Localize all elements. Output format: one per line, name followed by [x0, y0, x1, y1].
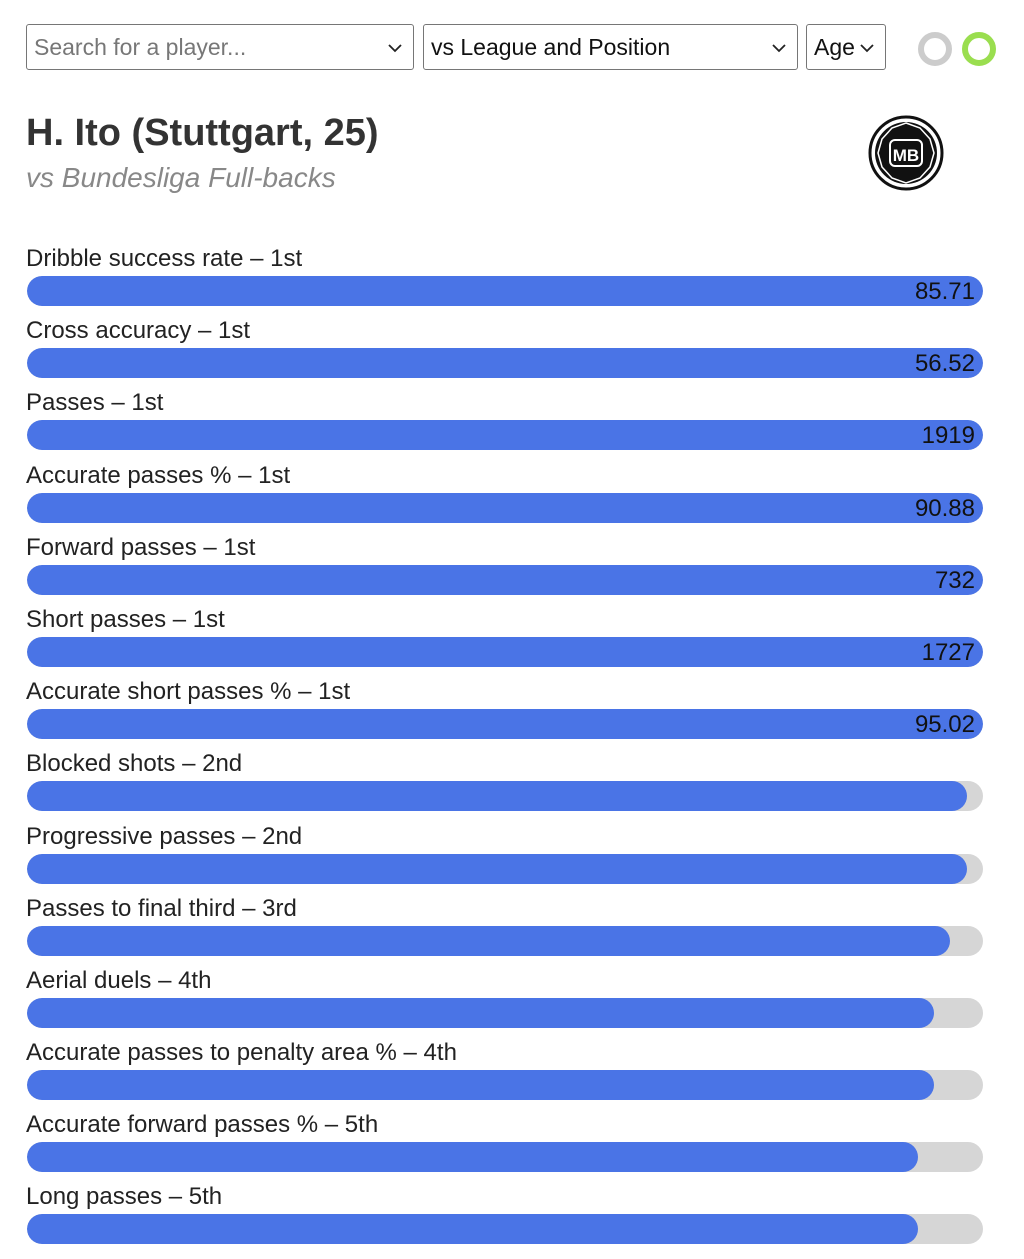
comparison-select[interactable]: vs League and Position — [423, 24, 798, 70]
stat-bar-fill — [27, 1214, 918, 1245]
stat-bar-fill — [27, 925, 951, 956]
stat-bar-fill — [27, 1070, 935, 1101]
stat-row: Accurate passes % – 1st 90.88 — [26, 460, 984, 532]
stat-label: Cross accuracy – 1st — [26, 317, 251, 345]
stat-bar-track: 90.88 — [27, 492, 983, 523]
stat-bar-track: 1727 — [27, 636, 983, 667]
stat-value: 90.88 — [914, 494, 975, 522]
stat-bar-fill — [27, 636, 983, 667]
stat-label: Accurate short passes % – 1st — [26, 678, 351, 706]
stat-row: Accurate short passes % – 1st 95.02 — [26, 676, 984, 748]
logo-text: MB — [893, 146, 919, 165]
stat-label: Blocked shots – 2nd — [26, 750, 243, 778]
stat-row: Aerial duels – 4th — [26, 965, 984, 1037]
stat-label: Accurate passes to penalty area % – 4th — [26, 1039, 457, 1067]
stat-bar-track: 85.71 — [27, 276, 983, 306]
stat-label: Accurate forward passes % – 5th — [26, 1111, 379, 1139]
stat-label: Accurate passes % – 1st — [26, 461, 291, 489]
player-search-placeholder: Search for a player... — [34, 34, 247, 60]
brand-logo-icon: MB — [868, 115, 944, 191]
stat-bar-track: 95.02 — [27, 709, 983, 740]
stat-bar-fill — [27, 781, 967, 812]
stat-label: Aerial duels – 4th — [26, 966, 212, 994]
stat-bar-fill — [27, 853, 967, 884]
stat-row: Long passes – 5th — [26, 1181, 984, 1253]
stat-bar-track — [27, 781, 983, 812]
stat-row: Accurate forward passes % – 5th — [26, 1109, 984, 1181]
stat-value: 1727 — [921, 638, 975, 666]
stat-value: 732 — [934, 566, 975, 594]
player-search-select[interactable]: Search for a player... — [26, 24, 414, 70]
sort-selected-value: Age — [814, 34, 855, 60]
stat-bar-track — [27, 1214, 983, 1245]
theme-toggle-active[interactable] — [962, 32, 996, 66]
stat-label: Long passes – 5th — [26, 1183, 223, 1211]
stat-row: Accurate passes to penalty area % – 4th — [26, 1037, 984, 1109]
stat-label: Dribble success rate – 1st — [26, 245, 303, 272]
stat-row: Progressive passes – 2nd — [26, 821, 984, 893]
stat-label: Short passes – 1st — [26, 605, 225, 633]
chevron-down-icon — [388, 44, 402, 53]
stat-row: Blocked shots – 2nd — [26, 748, 984, 820]
page-subtitle: vs Bundesliga Full-backs — [26, 162, 336, 193]
chevron-down-icon — [772, 44, 786, 53]
stat-bar-track — [27, 925, 983, 956]
stat-value: 1919 — [921, 422, 975, 450]
stat-bar-track: 56.52 — [27, 348, 983, 379]
stat-bar-track — [27, 1142, 983, 1173]
stat-row: Cross accuracy – 1st 56.52 — [26, 315, 984, 387]
controls-bar: Search for a player... vs League and Pos… — [26, 24, 1006, 72]
stat-row: Passes to final third – 3rd — [26, 893, 984, 965]
chevron-down-icon — [860, 44, 874, 53]
stat-bar-fill — [27, 492, 983, 523]
stat-value: 56.52 — [914, 350, 975, 378]
stat-bar-fill — [27, 997, 935, 1028]
stat-label: Forward passes – 1st — [26, 533, 256, 561]
stat-row: Short passes – 1st 1727 — [26, 604, 984, 676]
stat-bar-track — [27, 853, 983, 884]
stat-bar-track: 732 — [27, 564, 983, 595]
stat-bar-fill — [27, 348, 983, 379]
stat-label: Passes – 1st — [26, 389, 164, 417]
stat-label: Progressive passes – 2nd — [26, 822, 303, 850]
stat-value: 85.71 — [914, 278, 975, 305]
stat-bar-fill — [27, 564, 983, 595]
stat-row: Forward passes – 1st 732 — [26, 532, 984, 604]
stat-row: Passes – 1st 1919 — [26, 387, 984, 459]
stat-bar-fill — [27, 1142, 918, 1173]
sort-select[interactable]: Age — [806, 24, 886, 70]
theme-toggle-light[interactable] — [918, 32, 952, 66]
stat-label: Passes to final third – 3rd — [26, 894, 297, 922]
stat-bar-fill — [27, 709, 983, 740]
stats-list: Dribble success rate – 1st 85.71 Cross acc… — [26, 243, 984, 1254]
stat-bar-track — [27, 997, 983, 1028]
page-title: H. Ito (Stuttgart, 25) — [26, 112, 379, 154]
stat-bar-track — [27, 1070, 983, 1101]
stat-row: Dribble success rate – 1st 85.71 — [26, 243, 984, 315]
stat-bar-track: 1919 — [27, 420, 983, 451]
stat-value: 95.02 — [914, 711, 975, 739]
stat-bar-fill — [27, 276, 983, 306]
comparison-selected-value: vs League and Position — [431, 34, 671, 60]
stat-bar-fill — [27, 420, 983, 451]
